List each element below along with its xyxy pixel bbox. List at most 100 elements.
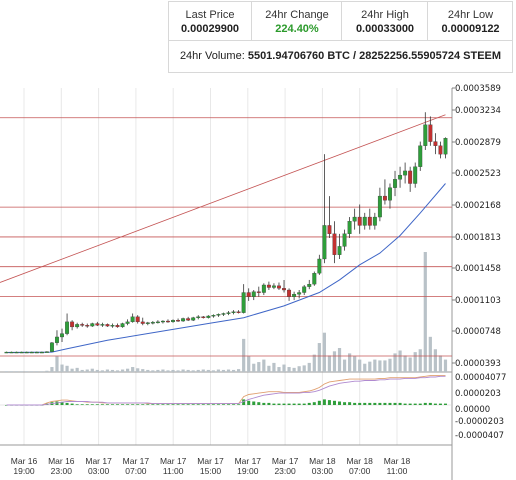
indicator-histogram-bar [343,402,347,405]
volume-bar [433,349,437,372]
low-label: 24hr Low [447,9,494,21]
candle [418,141,423,171]
time-tick-hour: 15:00 [200,466,222,476]
volume-bar [20,371,24,372]
volume-bar [368,361,372,372]
indicator-histogram-bar [433,403,437,405]
indicator-histogram-bar [181,404,185,405]
candle [423,112,428,150]
candle [236,310,241,314]
price-tick-label: 0.0002523 [455,169,501,179]
indicator-tick-label: -0.0000203 [455,417,504,427]
indicator-tick-label: 0.00000 [455,405,490,415]
indicator-histogram-bar [282,403,286,405]
candle-body [322,225,327,260]
candle-body [211,315,216,317]
candle-body [155,321,160,324]
candle-body [130,316,135,323]
time-tick-hour: 19:00 [237,466,259,476]
volume-bar [110,369,115,372]
time-tick-hour: 11:00 [163,466,184,476]
candle [75,322,80,329]
volume-bar [191,370,195,372]
volume-bar [90,368,94,372]
candle-body [357,216,362,226]
indicator-histogram-bar [141,404,145,405]
candle [206,315,211,319]
candle [297,290,302,299]
indicator-histogram-bar [85,404,89,405]
indicator-histogram-bar [247,400,251,405]
candle [362,212,367,230]
candle [367,208,372,230]
volume-bar [403,355,407,372]
candle [60,328,64,342]
indicator-histogram-bar [413,403,417,405]
volume-bar [126,368,130,372]
time-tick-date: Mar 17 [272,456,299,466]
candle-body [377,195,382,218]
indicator-histogram-bar [216,404,220,405]
price-tick-label: 0.0001103 [455,296,501,306]
indicator-histogram-bar [348,402,352,405]
volume-bar [262,359,266,372]
candle-body [367,216,372,226]
indicator-histogram-bar [338,401,342,405]
volume-bar [418,349,422,372]
candle [438,141,443,159]
candle-body [362,216,367,226]
time-tick-hour: 03:00 [88,466,110,476]
indicator-histogram-bar [272,403,276,405]
candle-body [251,291,256,297]
time-tick-hour: 11:00 [387,466,408,476]
volume-bar [151,370,155,372]
indicator-histogram-bar [312,402,316,405]
candle-body [181,318,186,322]
volume-bar [282,364,286,372]
volume-bar [327,355,332,372]
candle [100,322,105,327]
last-price-label: Last Price [185,9,235,21]
moving-average-line [6,183,446,353]
candle-body [226,312,231,314]
candle [125,319,130,326]
candle [9,351,14,354]
volume-steem: 28252256.55905724 STEEM [359,50,502,62]
candle [171,319,175,323]
candle-body [327,225,332,234]
last-price-stat: Last Price 0.00029900 [169,2,251,40]
indicator-histogram-bar [206,404,210,405]
candle [277,282,281,291]
volume-bar [95,369,99,372]
volume-bar [186,369,190,372]
candle [292,291,297,301]
candle-body [408,170,413,184]
candle [105,323,110,327]
indicator-histogram-bar [423,402,427,405]
candle [287,288,292,301]
candle [251,290,256,301]
volume-bar [423,252,427,372]
candle-body [100,324,105,326]
volume-btc: 5501.94706760 BTC [247,50,350,62]
volume-bar [428,336,432,372]
candle-body [4,351,9,354]
volume-bar [337,348,342,372]
indicator-histogram-bar [161,404,165,405]
volume-bar [30,371,34,372]
indicator-histogram-bar [166,404,170,405]
price-axis[interactable]: 0.0003589 0.0003234 0.0002879 0.0002523 0.00… [452,84,506,441]
candle [110,323,115,328]
candle-body [19,351,24,354]
volume-bar [25,371,29,372]
candle [231,310,236,315]
candle-body [221,313,226,315]
indicator-histogram-bar [262,402,266,405]
indicator-histogram-bar [186,404,190,405]
volume-bar [100,370,104,372]
candle-body [317,258,322,274]
indicator-histogram-bar [232,404,236,405]
time-tick-date: Mar 18 [309,456,336,466]
